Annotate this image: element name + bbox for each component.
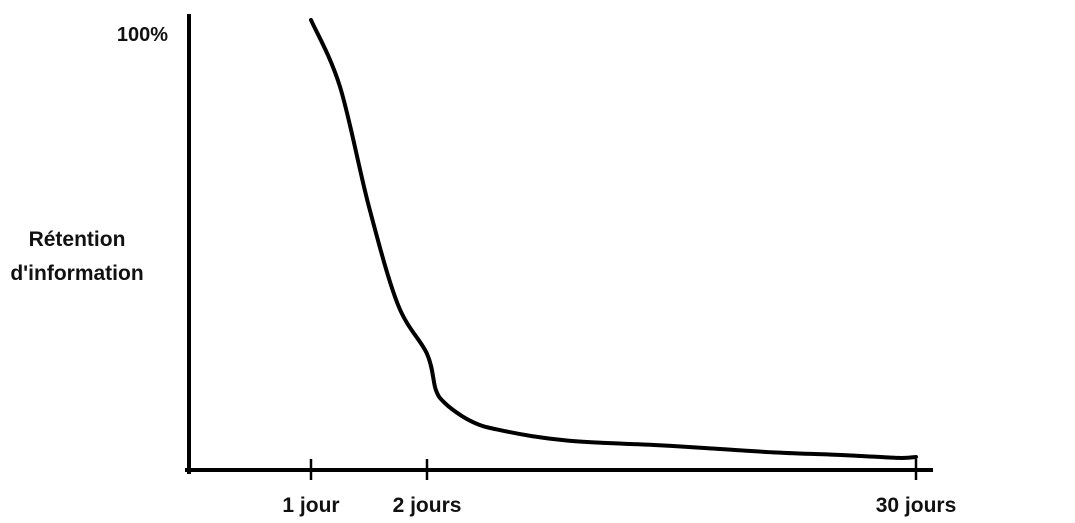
y-axis-label: Rétention d'information (10, 228, 143, 285)
series-line (309, 18, 918, 460)
series-group (309, 18, 918, 460)
x-tick-label: 1 jour (282, 494, 339, 517)
y-axis-label-line: d'information (10, 262, 143, 285)
x-ticks: 1 jour 2 jours 30 jours (282, 459, 956, 517)
x-tick-label: 2 jours (393, 494, 462, 517)
axes (185, 14, 933, 474)
y-axis-label-line: Rétention (29, 228, 126, 251)
y-ticks: 100% (117, 24, 168, 46)
x-tick-label: 30 jours (876, 494, 957, 517)
y-tick-label: 100% (117, 24, 168, 46)
